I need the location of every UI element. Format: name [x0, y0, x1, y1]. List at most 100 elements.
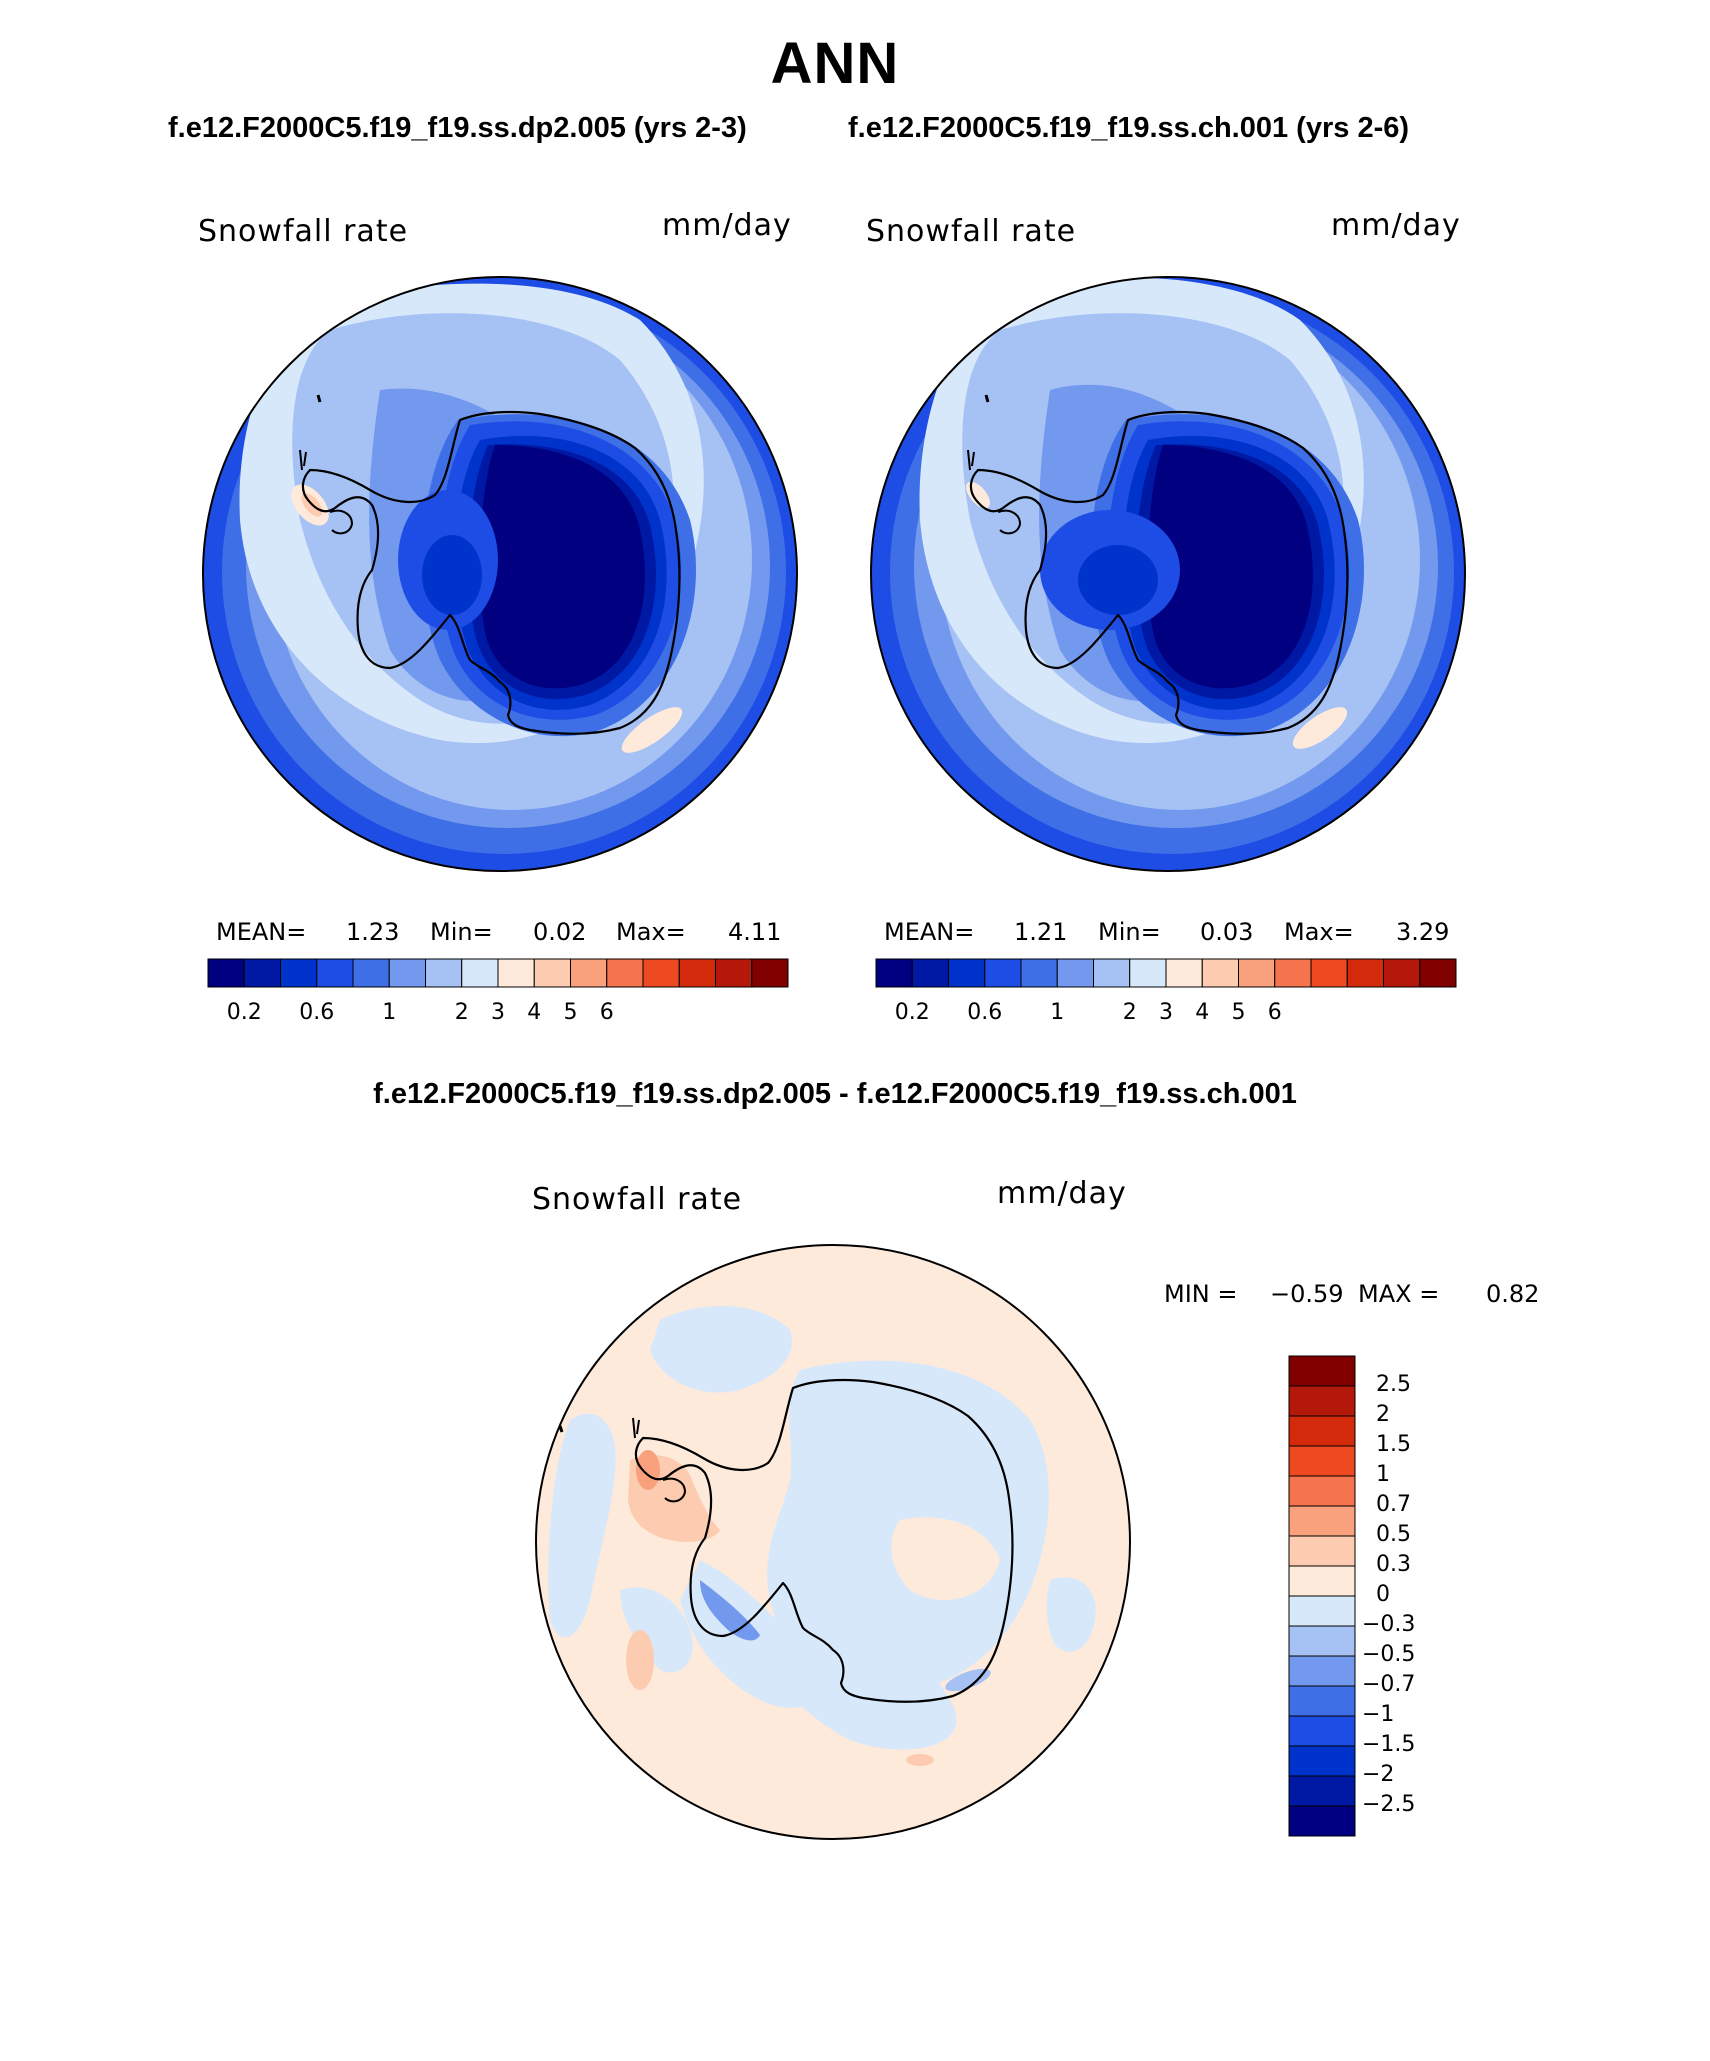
colorbar-tick-label: 0.3	[1376, 1552, 1411, 1577]
colorbar-swatch	[678, 958, 716, 988]
left-variable-label: Snowfall rate	[198, 214, 409, 249]
colorbar-swatch	[1288, 1535, 1356, 1567]
colorbar-tick-label: 0.2	[894, 1000, 930, 1025]
right-mean-label: MEAN=	[884, 918, 975, 946]
colorbar-swatch	[1288, 1775, 1356, 1807]
colorbar-swatch	[243, 958, 281, 988]
colorbar-swatch	[352, 958, 390, 988]
colorbar-swatch	[1383, 958, 1421, 988]
right-mean-value: 1.21	[1014, 918, 1068, 946]
colorbar-tick-label: 3	[1159, 1000, 1173, 1025]
colorbar-swatch	[984, 958, 1022, 988]
colorbar-tick-label: 5	[563, 1000, 578, 1025]
colorbar-tick-label: 4	[527, 1000, 542, 1025]
colorbar-swatch	[1274, 958, 1312, 988]
colorbar-swatch	[1165, 958, 1203, 988]
colorbar-tick-label: 0.7	[1376, 1492, 1411, 1517]
right-case-title: f.e12.F2000C5.f19_f19.ss.ch.001 (yrs 2-6…	[848, 112, 1410, 144]
colorbar-tick-label: 0.2	[226, 1000, 262, 1025]
colorbar-swatch	[388, 958, 426, 988]
colorbar-swatch	[1129, 958, 1167, 988]
colorbar-swatch	[316, 958, 354, 988]
colorbar-tick-label: 4	[1195, 1000, 1210, 1025]
colorbar-tick-label: −0.3	[1362, 1612, 1416, 1637]
colorbar-swatch	[1288, 1745, 1356, 1777]
colorbar-swatch	[1310, 958, 1348, 988]
left-mean-label: MEAN=	[216, 918, 307, 946]
left-max-value: 4.11	[728, 918, 782, 946]
colorbar-swatch	[1288, 1385, 1356, 1417]
colorbar-swatch	[1288, 1685, 1356, 1717]
right-max-value: 3.29	[1396, 918, 1450, 946]
colorbar-swatch	[461, 958, 499, 988]
colorbar-swatch	[1093, 958, 1131, 988]
colorbar-swatch	[642, 958, 680, 988]
colorbar-swatch	[1288, 1595, 1356, 1627]
colorbar-tick-label: 1	[1050, 1000, 1065, 1025]
colorbar-tick-label: −2	[1362, 1762, 1395, 1787]
colorbar-swatch	[715, 958, 753, 988]
right-min-value: 0.03	[1200, 918, 1254, 946]
colorbar-tick-label: 0.5	[1376, 1522, 1411, 1547]
colorbar-tick-label: 0.6	[299, 1000, 335, 1025]
colorbar-swatch	[1288, 1445, 1356, 1477]
diff-units-label: mm/day	[997, 1176, 1127, 1211]
left-max-label: Max=	[616, 918, 686, 946]
colorbar-tick-label: 1	[1376, 1462, 1390, 1487]
colorbar-tick-label: −2.5	[1362, 1792, 1416, 1817]
left-case-title: f.e12.F2000C5.f19_f19.ss.dp2.005 (yrs 2-…	[168, 112, 747, 144]
main-title: ANN	[770, 31, 900, 96]
colorbar-swatch	[1288, 1625, 1356, 1657]
colorbar-tick-label: 3	[491, 1000, 505, 1025]
colorbar-swatch	[1288, 1715, 1356, 1747]
colorbar-tick-label: 2	[454, 1000, 469, 1025]
left-units-label: mm/day	[662, 208, 792, 243]
left-colorbar	[207, 958, 789, 988]
colorbar-tick-label: 6	[1267, 1000, 1282, 1025]
right-units-label: mm/day	[1331, 208, 1461, 243]
difference-title: f.e12.F2000C5.f19_f19.ss.dp2.005 - f.e12…	[373, 1078, 1297, 1110]
colorbar-tick-label: 2	[1376, 1402, 1390, 1427]
left-min-label: Min=	[430, 918, 493, 946]
colorbar-swatch	[911, 958, 949, 988]
colorbar-swatch	[1288, 1475, 1356, 1507]
colorbar-tick-label: 6	[599, 1000, 614, 1025]
colorbar-swatch	[751, 958, 789, 988]
right-min-label: Min=	[1098, 918, 1161, 946]
diff-max-label: MAX =	[1358, 1280, 1440, 1308]
diff-min-value: −0.59	[1270, 1280, 1344, 1308]
colorbar-tick-label: 1.5	[1376, 1432, 1411, 1457]
colorbar-tick-label: 0.6	[967, 1000, 1003, 1025]
colorbar-swatch	[948, 958, 986, 988]
colorbar-tick-label: −1	[1362, 1702, 1395, 1727]
colorbar-swatch	[1288, 1415, 1356, 1447]
diff-max-value: 0.82	[1486, 1280, 1540, 1308]
colorbar-swatch	[425, 958, 463, 988]
colorbar-swatch	[1238, 958, 1276, 988]
colorbar-swatch	[1419, 958, 1457, 988]
colorbar-tick-label: −0.7	[1362, 1672, 1416, 1697]
colorbar-tick-label: −1.5	[1362, 1732, 1416, 1757]
left-mean-value: 1.23	[346, 918, 400, 946]
colorbar-swatch	[1288, 1505, 1356, 1537]
colorbar-swatch	[570, 958, 608, 988]
difference-colorbar	[1288, 1355, 1356, 1837]
colorbar-swatch	[1288, 1355, 1356, 1387]
right-max-label: Max=	[1284, 918, 1354, 946]
left-min-value: 0.02	[533, 918, 587, 946]
colorbar-tick-label: 5	[1231, 1000, 1246, 1025]
colorbar-tick-label: 1	[382, 1000, 397, 1025]
colorbar-swatch	[280, 958, 318, 988]
colorbar-tick-label: −0.5	[1362, 1642, 1416, 1667]
colorbar-swatch	[1020, 958, 1058, 988]
right-colorbar	[875, 958, 1457, 988]
diff-variable-label: Snowfall rate	[532, 1182, 743, 1217]
colorbar-swatch	[606, 958, 644, 988]
right-variable-label: Snowfall rate	[866, 214, 1077, 249]
diff-min-label: MIN =	[1164, 1280, 1238, 1308]
colorbar-swatch	[1288, 1565, 1356, 1597]
colorbar-tick-label: 0	[1376, 1582, 1390, 1607]
